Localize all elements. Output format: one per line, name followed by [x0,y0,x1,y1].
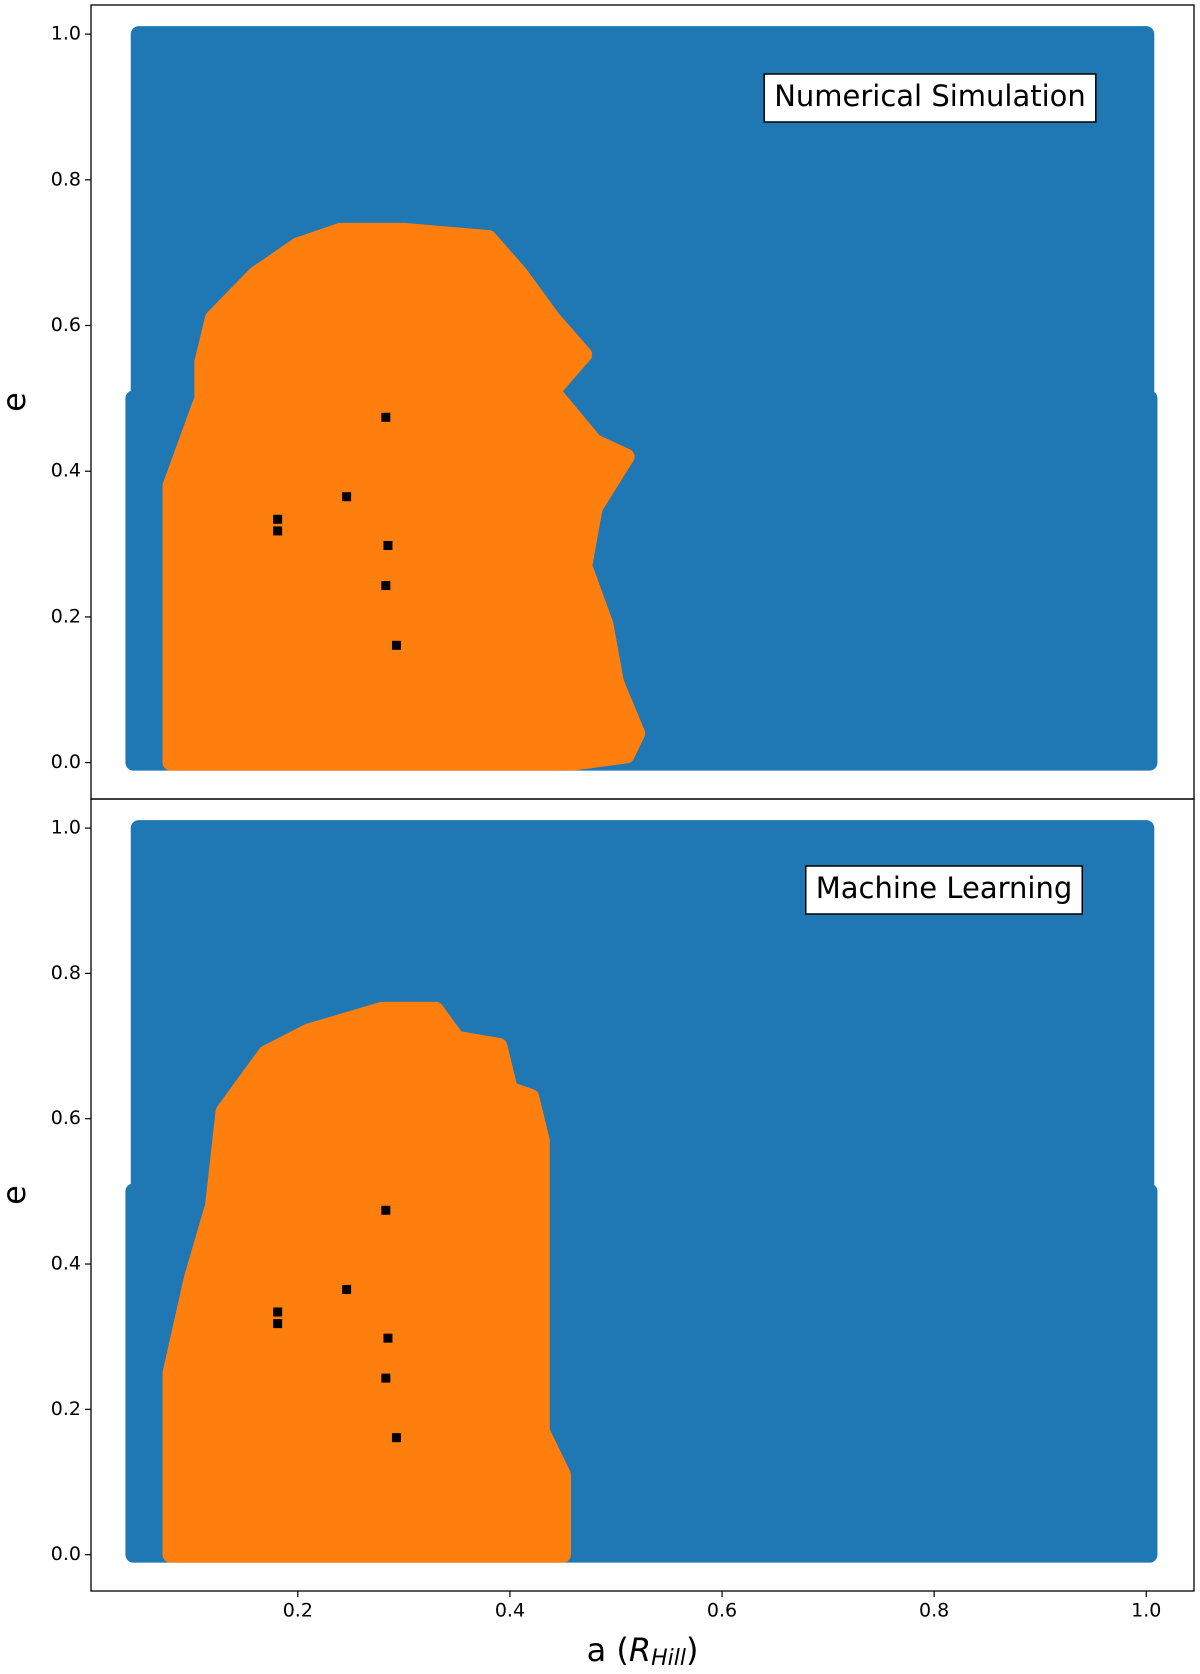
x-tick-label: 0.4 [495,1600,525,1622]
y-tick-label: 0.6 [51,314,81,336]
point [383,541,393,551]
x-tick-label: 1.0 [1131,1600,1161,1622]
point [342,492,352,502]
y-tick-label: 0.0 [51,751,81,773]
y-tick-label: 0.4 [51,1253,81,1275]
y-tick-label: 0.2 [51,1398,81,1420]
plot-area [125,26,1158,771]
y-axis-label: e [0,1185,33,1205]
annotation: Numerical Simulation [774,79,1086,113]
point [383,1333,393,1343]
y-axis-label: e [0,392,33,412]
point [273,1307,283,1317]
point [381,1373,391,1383]
y-tick-label: 0.4 [51,460,81,482]
point [342,1284,352,1294]
x-label-main: a ( [587,1631,629,1669]
x-tick-label: 0.2 [283,1600,313,1622]
y-tick-label: 0.6 [51,1107,81,1129]
x-tick-label: 0.8 [919,1600,949,1622]
x-axis-label: a (RHill) [587,1631,699,1671]
plot-area [125,820,1158,1563]
point [273,526,283,536]
point-region [162,1001,571,1563]
annotation-box [763,73,1097,123]
point [391,1433,401,1443]
axes-frame [90,798,1195,1592]
y-tick-label: 0.2 [51,605,81,627]
point [273,1319,283,1329]
annotation-box [804,865,1084,915]
point [391,640,401,650]
point [273,514,283,524]
point [381,581,391,591]
y-tick-label: 1.0 [51,817,81,839]
point [381,1205,391,1215]
x-tick-label: 0.6 [707,1600,737,1622]
y-tick-label: 0.8 [51,962,81,984]
x-label-symbol: R [629,1631,651,1669]
y-tick-label: 0.0 [51,1543,81,1565]
annotation: Machine Learning [816,871,1073,905]
point [381,412,391,422]
y-tick-label: 1.0 [51,23,81,45]
x-label-sub: Hill [651,1646,686,1671]
y-tick-label: 0.8 [51,168,81,190]
x-label-end: ) [686,1631,698,1669]
point-region [162,222,646,771]
